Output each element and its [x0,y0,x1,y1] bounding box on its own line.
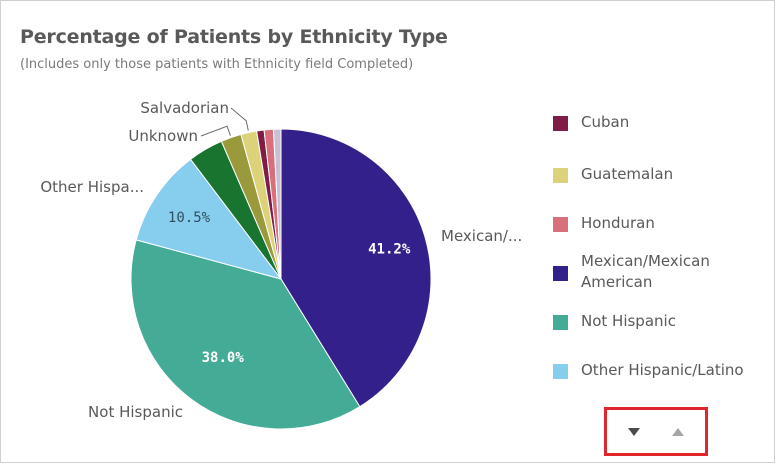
legend-label: Guatemalan [581,165,674,183]
legend-label: Cuban [581,113,630,131]
slice-label-unknown: Unknown [128,127,198,145]
legend-swatch [553,168,568,183]
data-label-not-hispanic: 38.0% [202,350,245,366]
legend-swatch [553,315,568,330]
chart-subtitle: (Includes only those patients with Ethni… [20,57,414,72]
legend-label: Mexican/Mexican American [581,252,710,291]
legend-swatch [553,364,568,379]
data-label-mexican-mexican-american: 41.2% [368,241,411,257]
legend-label: Other Hispanic/Latino [581,361,744,379]
pie-labels: 41.2% Mexican/... 38.0% Not Hispanic 10.5% Ot… [40,99,522,421]
legend-label: Honduran [581,214,655,232]
legend-item-other-hispanic-latino[interactable]: Other Hispanic/Latino [553,360,761,381]
legend-item-honduran[interactable]: Honduran [553,213,761,234]
triangle-up-icon [672,428,684,436]
data-label-other-hispanic-latino: 10.5% [168,210,211,226]
legend-item-not-hispanic[interactable]: Not Hispanic [553,311,761,332]
slice-label-not-hispanic: Not Hispanic [88,403,183,421]
triangle-down-icon [628,428,640,436]
legend-swatch [553,266,568,281]
legend-item-guatemalan[interactable]: Guatemalan [553,164,761,185]
leader-line-unknown [200,125,231,137]
pie-slice-not-hispanic[interactable] [130,239,361,430]
legend-scroll-up-button[interactable] [668,425,688,439]
legend-label: Not Hispanic [581,312,676,330]
legend-swatch [553,217,568,232]
legend-scroll-controls [604,407,708,456]
leader-lines [200,107,249,137]
legend-item-cuban[interactable]: Cuban [553,112,761,133]
legend-item-mexican-american[interactable]: Mexican/Mexican American [553,251,741,293]
leader-line-salvadorian [230,107,249,131]
pie-slice-other-hispanic-latino[interactable] [135,158,283,280]
slice-label-mexican-mexican-american: Mexican/... [441,227,522,245]
chart-title: Percentage of Patients by Ethnicity Type [20,26,448,48]
slice-label-salvadorian: Salvadorian [140,99,229,117]
legend-scroll-down-button[interactable] [624,425,644,439]
pie-slice-unlabeled[interactable] [272,128,282,280]
pie-slices [130,128,432,430]
legend-swatch [553,116,568,131]
pie-slice-mexican-mexican-american[interactable] [280,128,432,408]
slice-label-other-hispanic-latino: Other Hispa... [40,178,144,196]
